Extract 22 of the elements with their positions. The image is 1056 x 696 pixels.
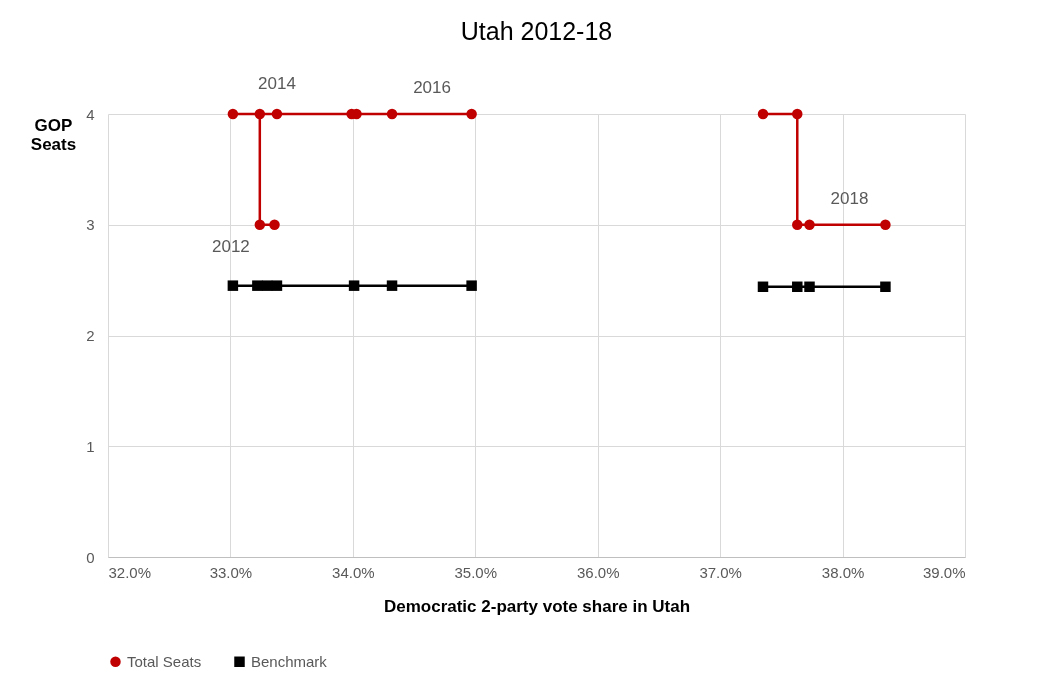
y-tick-label: 0 (86, 548, 95, 566)
y-tick-label: 3 (86, 216, 95, 234)
annotation: 2016 (413, 78, 451, 97)
annotation: 2018 (830, 188, 869, 208)
x-tick-label: 34.0% (332, 563, 375, 581)
y-tick-label: 2 (86, 327, 95, 344)
x-axis-title: Democratic 2-party vote share in Utah (383, 596, 691, 616)
y-tick-label: 1 (86, 437, 95, 455)
x-tick-label: 33.0% (209, 563, 253, 581)
x-tick-label: 37.0% (699, 563, 742, 581)
chart-title: Utah 2012-18 (460, 17, 613, 45)
x-tick-label: 35.0% (454, 563, 498, 581)
annotation: 2014 (258, 74, 296, 93)
x-tick-label: 39.0% (922, 563, 966, 581)
y-axis-title: GOP Seats (30, 115, 77, 154)
legend-label: Total Seats (127, 652, 202, 670)
legend-label: Benchmark (251, 652, 328, 670)
annotation: 2012 (211, 236, 250, 256)
x-tick-label: 36.0% (576, 563, 620, 581)
y-tick-label: 4 (86, 105, 95, 123)
x-tick-label: 38.0% (821, 563, 865, 581)
x-tick-label: 32.0% (108, 563, 152, 581)
